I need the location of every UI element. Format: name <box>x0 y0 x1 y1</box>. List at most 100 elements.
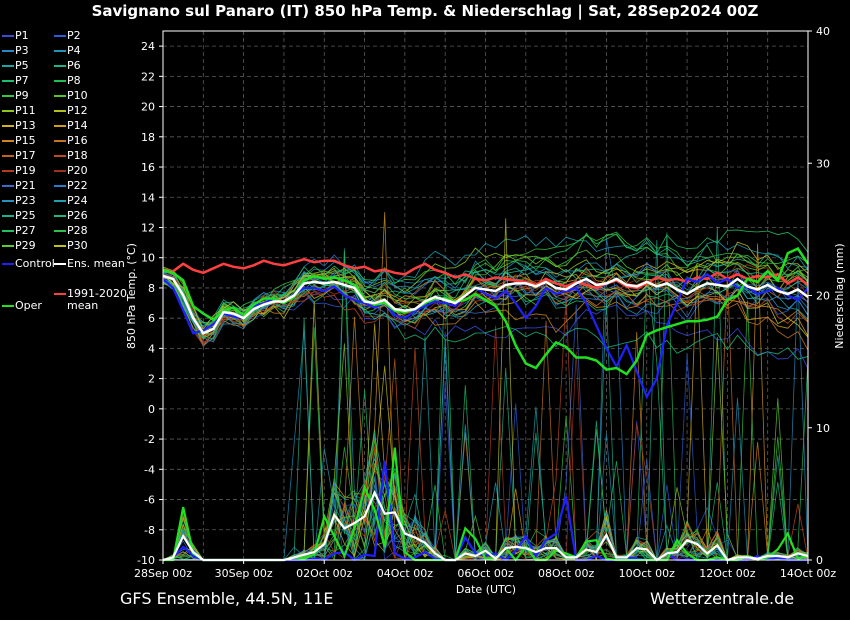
legend-swatch <box>54 185 66 187</box>
legend-swatch <box>2 170 14 172</box>
legend-swatch <box>2 95 14 97</box>
legend-item: P25 <box>2 210 36 222</box>
legend-label: P4 <box>67 44 81 57</box>
legend-label: P13 <box>15 119 36 132</box>
legend-item: Ens. mean <box>54 258 125 270</box>
x-tick-label: 06Oct 00z <box>457 567 514 580</box>
legend-swatch <box>54 155 66 157</box>
y-right-tick-label: 30 <box>816 157 830 170</box>
legend-item: P19 <box>2 165 36 177</box>
legend-swatch <box>2 305 14 307</box>
legend-label: P8 <box>67 74 81 87</box>
y-tick-label: 16 <box>141 161 155 174</box>
legend-item: P14 <box>54 120 88 132</box>
legend-label: P5 <box>15 59 29 72</box>
legend-label: P2 <box>67 29 81 42</box>
legend-label: P26 <box>67 209 88 222</box>
legend-swatch <box>54 110 66 112</box>
y-tick-label: 12 <box>141 221 155 234</box>
member-temp-line-10 <box>162 269 809 340</box>
legend-swatch <box>54 95 66 97</box>
legend-swatch <box>54 80 66 82</box>
legend-swatch <box>2 50 14 52</box>
member-temp-line-9 <box>162 231 809 340</box>
legend-label: P25 <box>15 209 36 222</box>
legend-item: P4 <box>54 45 81 57</box>
legend-label: P16 <box>67 134 88 147</box>
y-tick-label: -10 <box>137 554 155 567</box>
series-control <box>162 272 809 400</box>
legend-item: P10 <box>54 90 88 102</box>
legend-item: P21 <box>2 180 36 192</box>
legend-label: 1991-2020 mean <box>67 287 127 312</box>
legend-swatch <box>2 35 14 37</box>
y-tick-label: -4 <box>144 463 155 476</box>
series-oper <box>162 247 810 376</box>
footer-model-info: GFS Ensemble, 44.5N, 11E <box>120 589 334 608</box>
legend-swatch <box>2 110 14 112</box>
legend-swatch <box>54 230 66 232</box>
series-clim-mean <box>162 257 809 290</box>
legend-item: P17 <box>2 150 36 162</box>
legend-item: P11 <box>2 105 36 117</box>
legend-item: P3 <box>2 45 29 57</box>
y-axis-label-right: Niederschlag (mm) <box>833 243 846 348</box>
legend-swatch <box>2 65 14 67</box>
legend-item: P23 <box>2 195 36 207</box>
legend-swatch <box>54 170 66 172</box>
y-right-tick-label: 20 <box>816 290 830 303</box>
legend-label: P21 <box>15 179 36 192</box>
footer-source: Wetterzentrale.de <box>650 589 795 608</box>
legend-label: P29 <box>15 239 36 252</box>
y-tick-label: -8 <box>144 524 155 537</box>
legend-label: P3 <box>15 44 29 57</box>
legend-item: P28 <box>54 225 88 237</box>
legend-item: 1991-2020 mean <box>54 288 127 312</box>
legend-swatch <box>54 200 66 202</box>
legend-item: Oper <box>2 300 42 312</box>
legend-label: P28 <box>67 224 88 237</box>
legend-label: Ens. mean <box>67 257 125 270</box>
member-temp-line-4 <box>163 260 809 345</box>
legend-swatch <box>54 293 66 295</box>
legend-swatch <box>2 185 14 187</box>
x-tick-label: 04Oct 00z <box>377 567 434 580</box>
legend-label: P24 <box>67 194 88 207</box>
y-tick-label: 14 <box>141 191 155 204</box>
legend-label: P12 <box>67 104 88 117</box>
x-tick-label: 28Sep 00z <box>134 567 192 580</box>
legend-swatch <box>2 125 14 127</box>
legend-swatch <box>54 50 66 52</box>
x-tick-label: 08Oct 00z <box>538 567 595 580</box>
series-ens-mean <box>162 274 809 335</box>
x-tick-label: 30Sep 00z <box>215 567 273 580</box>
legend-swatch <box>2 155 14 157</box>
x-tick-label: 10Oct 00z <box>619 567 676 580</box>
legend-swatch <box>2 215 14 217</box>
legend-item: P15 <box>2 135 36 147</box>
legend-label: P20 <box>67 164 88 177</box>
legend-item: P30 <box>54 240 88 252</box>
legend-item: P1 <box>2 30 29 42</box>
legend-label: P10 <box>67 89 88 102</box>
chart-title: Savignano sul Panaro (IT) 850 hPa Temp. … <box>91 2 759 20</box>
y-tick-label: 20 <box>141 101 155 114</box>
legend-label: P27 <box>15 224 36 237</box>
legend-swatch <box>2 230 14 232</box>
y-tick-label: -6 <box>144 494 155 507</box>
legend-item: P6 <box>54 60 81 72</box>
legend-label: P19 <box>15 164 36 177</box>
x-axis-label: Date (UTC) <box>456 583 516 596</box>
axis-ticks: -10-8-6-4-202468101214161820222401020304… <box>134 25 836 580</box>
legend-swatch <box>54 140 66 142</box>
y-tick-label: -2 <box>144 433 155 446</box>
member-temp-line-25 <box>162 262 809 327</box>
legend-swatch <box>54 245 66 247</box>
legend-label: P9 <box>15 89 29 102</box>
y-tick-label: 22 <box>141 70 155 83</box>
y-tick-label: 0 <box>148 403 155 416</box>
member-temp-line-17 <box>162 269 809 347</box>
y-axis-label: 850 hPa Temp. (°C) <box>125 243 138 349</box>
legend-item: P5 <box>2 60 29 72</box>
